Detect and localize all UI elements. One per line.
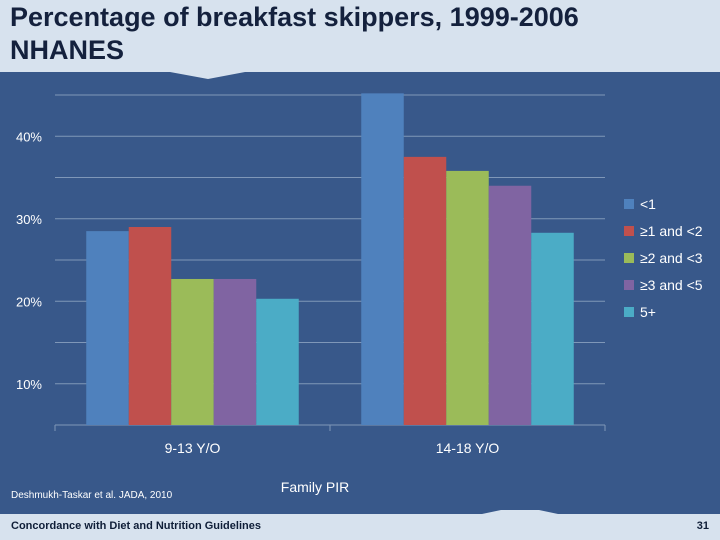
footer-title: Concordance with Diet and Nutrition Guid… [11,520,261,532]
footer-bar [0,510,720,540]
bar [86,231,129,425]
footer-bar-shape [0,510,720,540]
chart-area: 10% 20% 30% 40% 9-13 Y/O 14-18 Y/O Family PIR <… [0,80,720,510]
bar-chart: 10% 20% 30% 40% 9-13 Y/O 14-18 Y/O Family PIR <… [16,93,703,495]
x-axis-title: Family PIR [281,479,349,495]
y-tick-label: 20% [16,294,42,309]
title-banner-shape [0,0,720,79]
x-tick-label: 14-18 Y/O [436,440,500,456]
y-tick-label: 30% [16,212,42,227]
bar [361,93,404,425]
bar [531,232,574,425]
legend-label: 5+ [640,304,656,320]
title-banner: Percentage of breakfast skippers, 1999-2… [0,0,720,80]
source-citation: Deshmukh-Taskar et al. JADA, 2010 [11,490,173,501]
x-tick-label: 9-13 Y/O [165,440,221,456]
legend-swatch [624,199,634,209]
title-line-1: Percentage of breakfast skippers, 1999-2… [10,2,579,32]
legend-label: ≥2 and <3 [640,250,703,266]
y-tick-label: 10% [16,377,42,392]
bar [171,278,214,425]
bar [403,156,447,425]
bar [213,278,257,425]
legend-label: <1 [640,196,656,212]
title-line-2: NHANES [10,35,125,65]
legend-swatch [624,226,634,236]
bar [128,227,172,425]
legend-swatch [624,307,634,317]
bar [256,298,299,425]
page-number: 31 [696,520,709,532]
legend-label: ≥3 and <5 [640,277,703,293]
legend-label: ≥1 and <2 [640,223,703,239]
bar [446,170,489,425]
y-tick-label: 40% [16,129,42,144]
slide-title: Percentage of breakfast skippers, 1999-2… [10,1,579,67]
legend-swatch [624,253,634,263]
legend-swatch [624,280,634,290]
bar [488,185,532,425]
